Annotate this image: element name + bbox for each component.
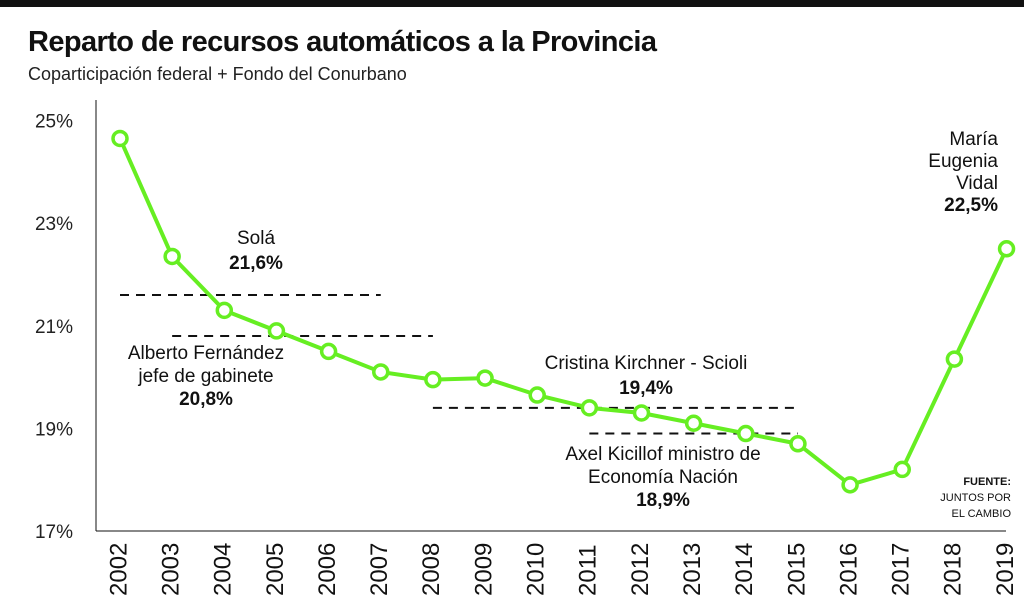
- annotation-label-sola: Solá: [237, 228, 275, 249]
- source-label: FUENTE:: [963, 476, 1011, 488]
- data-point: [476, 369, 494, 387]
- annotation-value-kicillof: 18,9%: [636, 490, 690, 511]
- y-tick-label: 21%: [35, 317, 73, 338]
- source-note: FUENTE: JUNTOS POR EL CAMBIO: [940, 476, 1011, 520]
- x-tick-label: 2007: [366, 543, 393, 596]
- x-tick-label: 2006: [314, 543, 341, 596]
- x-tick-label: 2017: [888, 543, 915, 596]
- data-point: [632, 404, 651, 422]
- series-line: [118, 137, 1009, 487]
- source-text: EL CAMBIO: [952, 508, 1012, 520]
- x-tick-label: 2011: [575, 544, 602, 596]
- x-tick-label: 2008: [418, 543, 445, 596]
- chart-subtitle: Coparticipación federal + Fondo del Conu…: [28, 64, 407, 84]
- x-tick-label: 2010: [523, 543, 550, 596]
- data-point: [528, 386, 546, 404]
- x-tick-label: 2012: [627, 543, 654, 596]
- x-tick-label: 2014: [731, 543, 758, 596]
- annotation-value-cristina: 19,4%: [619, 378, 673, 399]
- data-point: [580, 399, 599, 417]
- series-layer: [111, 129, 1016, 494]
- annotation-label-fernandez: Alberto Fernández: [128, 343, 284, 364]
- y-tick-label: 23%: [35, 214, 73, 235]
- data-point: [215, 301, 234, 320]
- data-point: [684, 414, 703, 432]
- axes: 17% 19% 21% 23% 25% 2002 2003 2004 2005 2006 2007 2…: [35, 100, 1019, 596]
- chart-title: Reparto de recursos automáticos a la Pro…: [28, 26, 657, 58]
- annotation-label-vidal: Eugenia: [928, 151, 998, 172]
- annotation-label-fernandez: jefe de gabinete: [137, 366, 273, 387]
- data-point: [267, 322, 286, 340]
- top-rule: [0, 0, 1024, 7]
- annotation-value-fernandez: 20,8%: [179, 389, 233, 410]
- x-tick-label: 2009: [470, 543, 497, 596]
- data-point: [111, 129, 129, 148]
- y-tick-label: 25%: [35, 112, 73, 133]
- x-tick-label: 2016: [835, 543, 862, 596]
- data-point: [737, 424, 755, 443]
- annotation-value-sola: 21,6%: [229, 253, 283, 274]
- x-tick-label: 2018: [940, 543, 967, 596]
- data-point: [841, 476, 859, 494]
- annotation-label-kicillof: Economía Nación: [588, 467, 738, 488]
- data-point: [319, 342, 338, 361]
- data-point: [372, 363, 390, 381]
- y-tick-label: 17%: [35, 522, 73, 543]
- reference-lines: [120, 293, 798, 435]
- annotation-label-vidal: Vidal: [956, 173, 998, 194]
- x-tick-label: 2015: [783, 543, 810, 596]
- x-tick-label: 2002: [105, 543, 132, 596]
- x-tick-label: 2013: [679, 543, 706, 596]
- x-tick-label: 2004: [210, 543, 237, 596]
- annotation-label-vidal: María: [949, 129, 998, 150]
- x-tick-label: 2019: [992, 543, 1019, 596]
- x-tick-label: 2005: [262, 543, 289, 596]
- annotation-value-vidal: 22,5%: [944, 195, 998, 216]
- data-point: [789, 435, 807, 453]
- source-text: JUNTOS POR: [940, 492, 1011, 504]
- data-point: [945, 350, 964, 368]
- data-point: [997, 240, 1016, 258]
- data-point: [893, 460, 911, 479]
- data-point: [163, 247, 181, 266]
- data-point: [424, 370, 442, 389]
- annotation-label-kicillof: Axel Kicillof ministro de: [565, 444, 760, 465]
- y-tick-label: 19%: [35, 419, 73, 440]
- x-tick-label: 2003: [157, 543, 184, 596]
- annotation-label-cristina: Cristina Kirchner - Scioli: [545, 353, 748, 374]
